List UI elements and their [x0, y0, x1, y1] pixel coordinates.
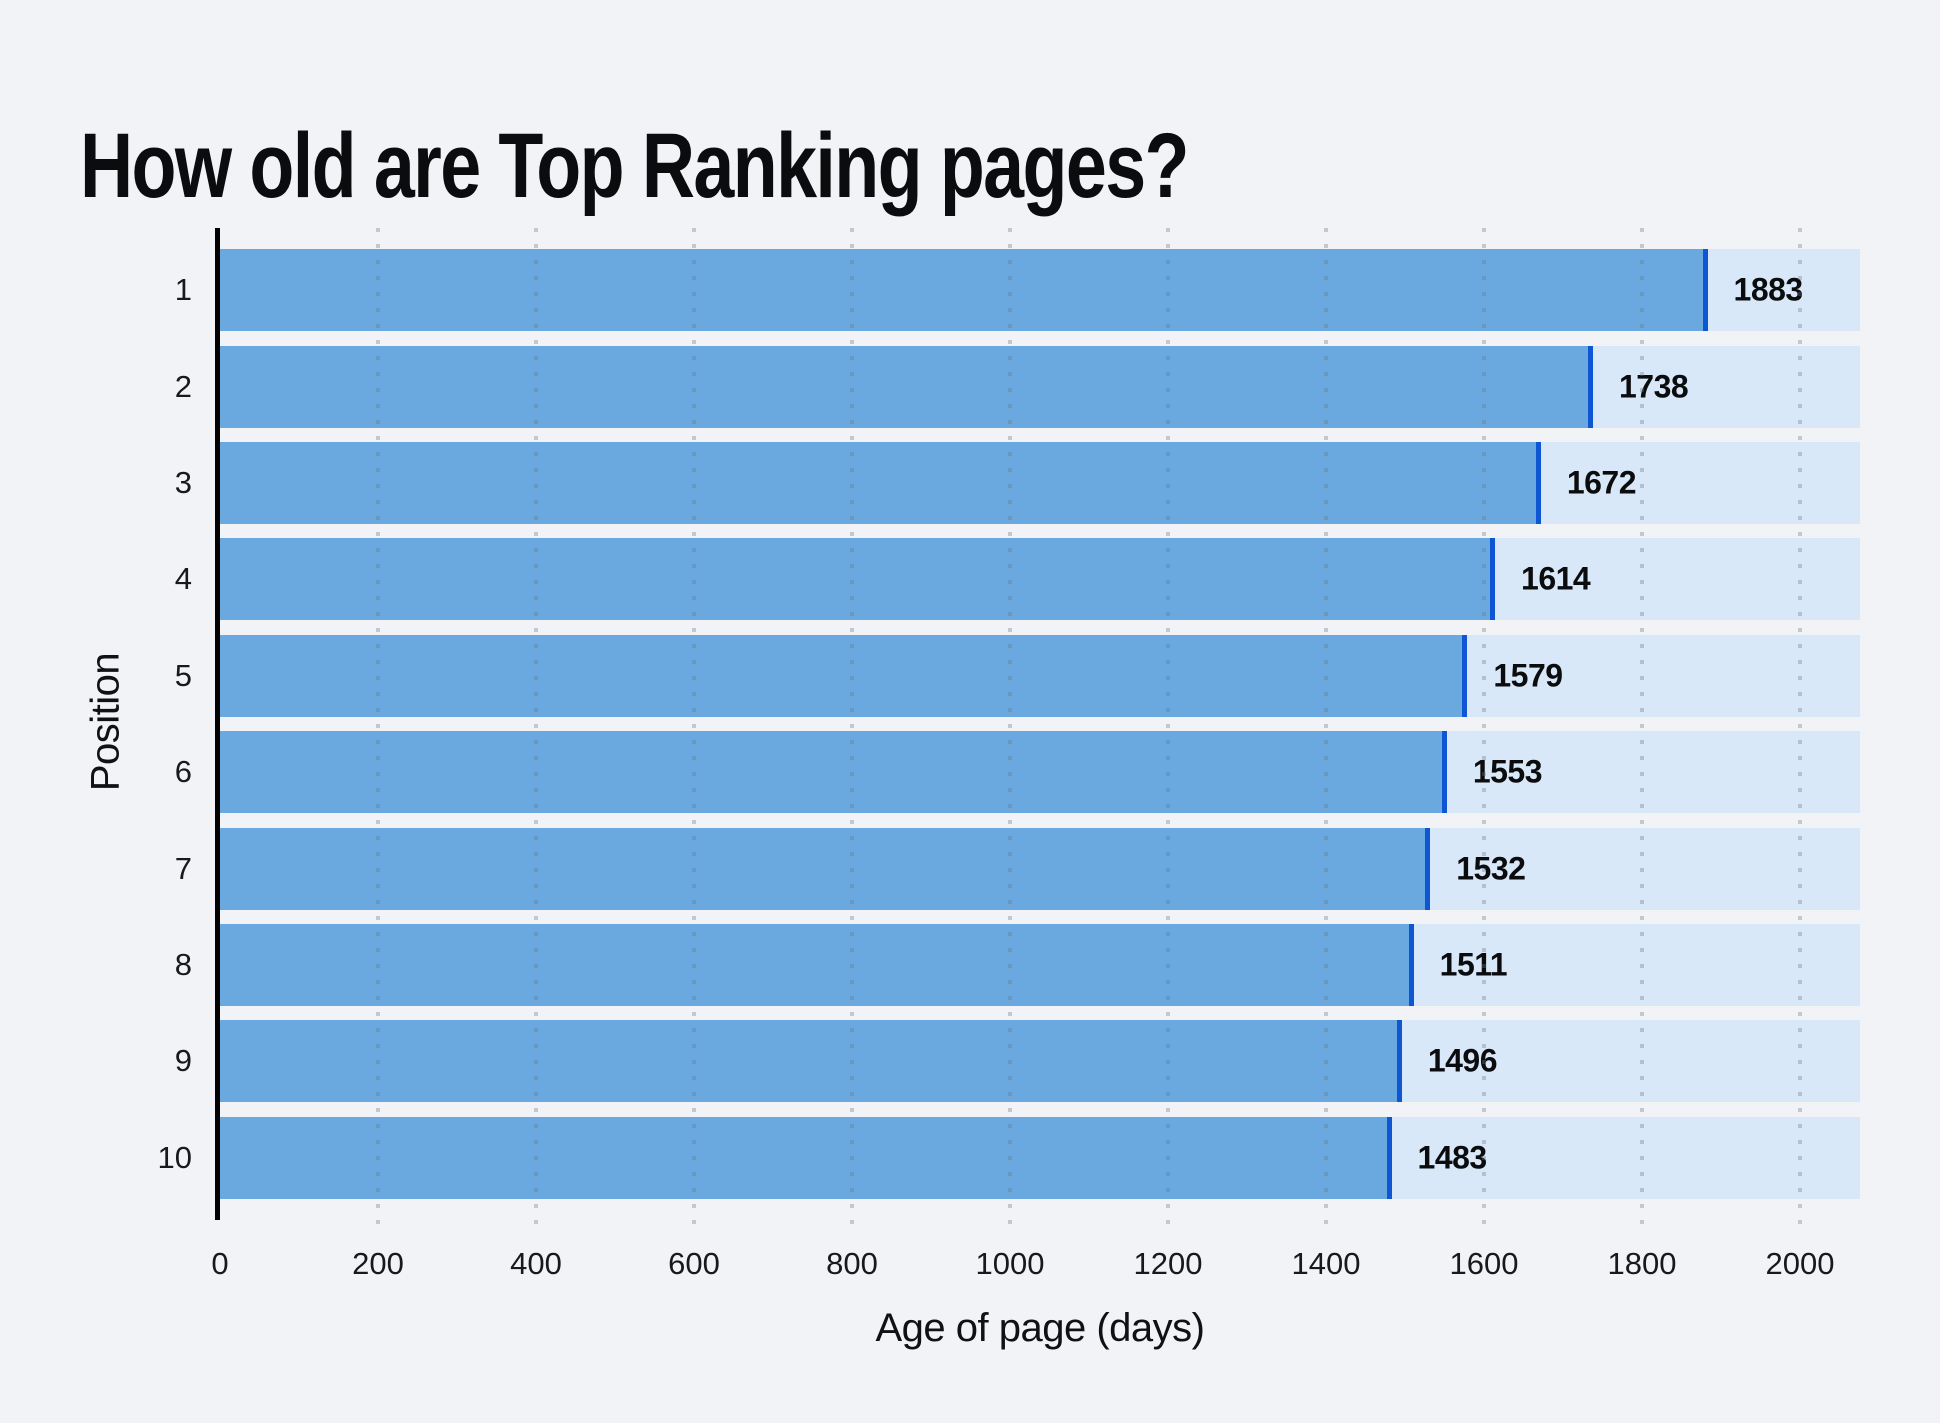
bar-row: 1579	[220, 628, 1860, 724]
x-tick-label: 1600	[1449, 1246, 1519, 1281]
y-tick-label: 5	[174, 657, 192, 693]
bar-value-label: 1511	[1439, 946, 1508, 983]
bar-track: 1614	[220, 538, 1860, 621]
bar-value-label: 1532	[1456, 850, 1526, 887]
bar-track: 1553	[220, 731, 1860, 814]
bar-row: 1511	[220, 917, 1860, 1013]
bar-row: 1883	[220, 242, 1860, 338]
bar-value-label: 1579	[1493, 657, 1563, 694]
bar-row: 1496	[220, 1013, 1860, 1109]
bar-row: 1483	[220, 1110, 1860, 1206]
y-tick-label: 2	[174, 368, 192, 404]
x-tick-label: 800	[826, 1246, 878, 1281]
x-tick-label: 2000	[1765, 1246, 1835, 1281]
bar-row: 1738	[220, 338, 1860, 434]
y-tick-label: 10	[157, 1139, 192, 1175]
bar-track: 1672	[220, 442, 1860, 525]
bar-fill	[220, 538, 1496, 621]
bar-fill	[220, 345, 1593, 428]
bar-value-label: 1553	[1472, 753, 1543, 790]
y-tick-label: 6	[174, 754, 192, 790]
x-tick-label: 600	[668, 1246, 720, 1281]
x-tick-label: 200	[352, 1246, 404, 1281]
x-tick-label: 1000	[975, 1246, 1045, 1281]
bar-value-label: 1614	[1521, 560, 1591, 597]
bar-value-label: 1496	[1427, 1042, 1498, 1079]
bar-track: 1883	[220, 249, 1860, 332]
bar-value-label: 1883	[1733, 271, 1804, 308]
bar-track: 1483	[220, 1116, 1860, 1199]
y-tick-label: 3	[174, 465, 192, 501]
x-axis-tick-labels: 0 200 400 600 800 1000 1200 1400 1600 1800 2000	[211, 1246, 1860, 1286]
y-tick-label: 9	[174, 1043, 192, 1079]
bar-value-label: 1483	[1417, 1139, 1488, 1176]
x-tick-label: 1200	[1133, 1246, 1203, 1281]
bar-track: 1511	[220, 924, 1860, 1007]
bar-fill	[220, 1020, 1402, 1103]
x-tick-label: 400	[510, 1246, 562, 1281]
bar-row: 1672	[220, 435, 1860, 531]
bar-track: 1579	[220, 634, 1860, 717]
y-axis-line	[215, 228, 220, 1220]
bar-value-label: 1738	[1618, 368, 1689, 405]
bar-track: 1532	[220, 827, 1860, 910]
y-tick-label: 4	[174, 561, 192, 597]
x-tick-label: 1800	[1607, 1246, 1677, 1281]
bar-fill	[220, 249, 1708, 332]
plot-area: 1883 1738 1672 1614 1579 1553 1532 1511 1496 1483	[215, 228, 1860, 1228]
y-tick-label: 8	[174, 947, 192, 983]
bar-fill	[220, 634, 1468, 717]
bar-fill	[220, 924, 1414, 1007]
bar-row: 1614	[220, 531, 1860, 627]
x-tick-label: 1400	[1291, 1246, 1361, 1281]
x-axis-title: Age of page (days)	[875, 1306, 1206, 1350]
bar-value-label: 1672	[1566, 464, 1637, 501]
bar-fill	[220, 731, 1447, 814]
y-tick-label: 7	[174, 850, 192, 886]
chart-title: How old are Top Ranking pages?	[80, 114, 1189, 217]
bar-row: 1532	[220, 820, 1860, 916]
y-axis-tick-labels: 1 2 3 4 5 6 7 8 9 10	[0, 228, 192, 1212]
bar-track: 1738	[220, 345, 1860, 428]
bar-fill	[220, 442, 1541, 525]
bar-fill	[220, 1116, 1392, 1199]
bar-track: 1496	[220, 1020, 1860, 1103]
bar-rows: 1883 1738 1672 1614 1579 1553 1532 1511 1496 1483	[220, 228, 1860, 1212]
bar-row: 1553	[220, 724, 1860, 820]
y-tick-label: 1	[174, 272, 192, 308]
bar-fill	[220, 827, 1431, 910]
x-tick-label: 0	[211, 1246, 229, 1281]
